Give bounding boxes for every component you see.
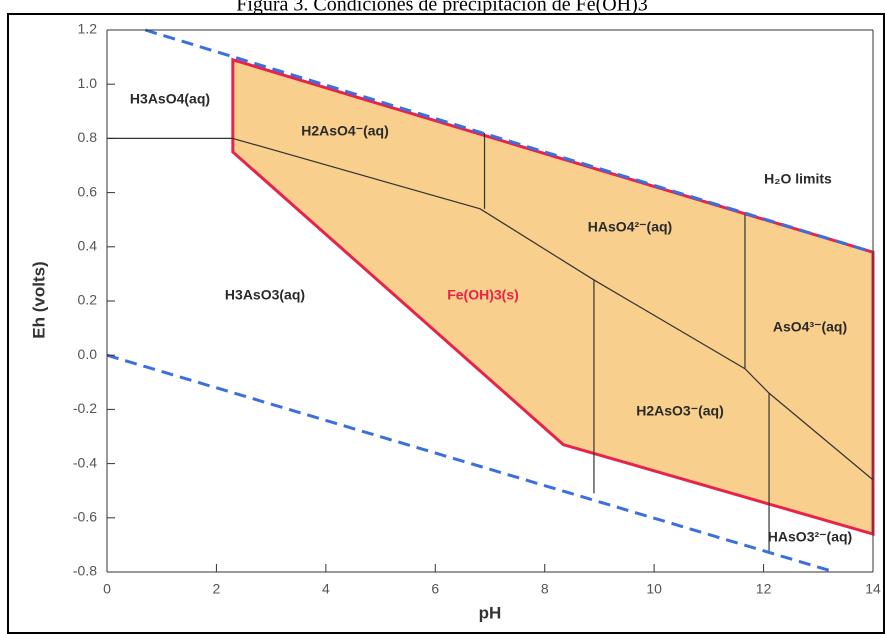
frame <box>7 13 885 634</box>
chart-title: Figura 3. Condiciones de precipitación d… <box>236 0 648 16</box>
y-tick-label: -0.6 <box>73 509 97 525</box>
y-tick-label: -0.8 <box>73 563 97 579</box>
y-tick-label: 0.4 <box>78 238 98 254</box>
x-tick-label: 8 <box>541 581 549 597</box>
x-tick-label: 2 <box>213 581 221 597</box>
x-tick-label: 0 <box>103 581 111 597</box>
y-tick-label: -0.4 <box>73 454 97 470</box>
species-label: H3AsO3(aq) <box>225 287 305 303</box>
water-limit-line <box>144 28 874 254</box>
x-tick-label: 4 <box>322 581 330 597</box>
water-limit-line <box>106 353 836 574</box>
y-tick-label: 0.0 <box>78 346 98 362</box>
species-label: AsO4³⁻(aq) <box>773 319 847 335</box>
x-tick-label: 14 <box>865 581 881 597</box>
water-limit-label: H₂O limits <box>764 171 832 187</box>
y-tick-label: 0.6 <box>78 183 98 199</box>
y-tick-label: 1.0 <box>78 75 98 91</box>
species-label: H2AsO4⁻(aq) <box>301 123 389 139</box>
species-label: H2AsO3⁻(aq) <box>636 403 724 419</box>
species-label: HAsO4²⁻(aq) <box>588 219 672 235</box>
y-tick-label: 0.2 <box>78 292 98 308</box>
species-label: HAsO3²⁻(aq) <box>768 529 852 545</box>
y-tick-label: 0.8 <box>78 129 98 145</box>
boundary-line <box>232 137 874 481</box>
x-tick-label: 10 <box>646 581 662 597</box>
y-axis-label: Eh (volts) <box>29 261 48 338</box>
x-tick-label: 6 <box>431 581 439 597</box>
x-axis-label: pH <box>479 603 502 622</box>
y-tick-label: 1.2 <box>78 21 98 37</box>
y-tick-label: -0.2 <box>73 400 97 416</box>
region-label: Fe(OH)3(s) <box>447 287 519 303</box>
species-label: H3AsO4(aq) <box>130 91 210 107</box>
x-tick-label: 12 <box>756 581 772 597</box>
